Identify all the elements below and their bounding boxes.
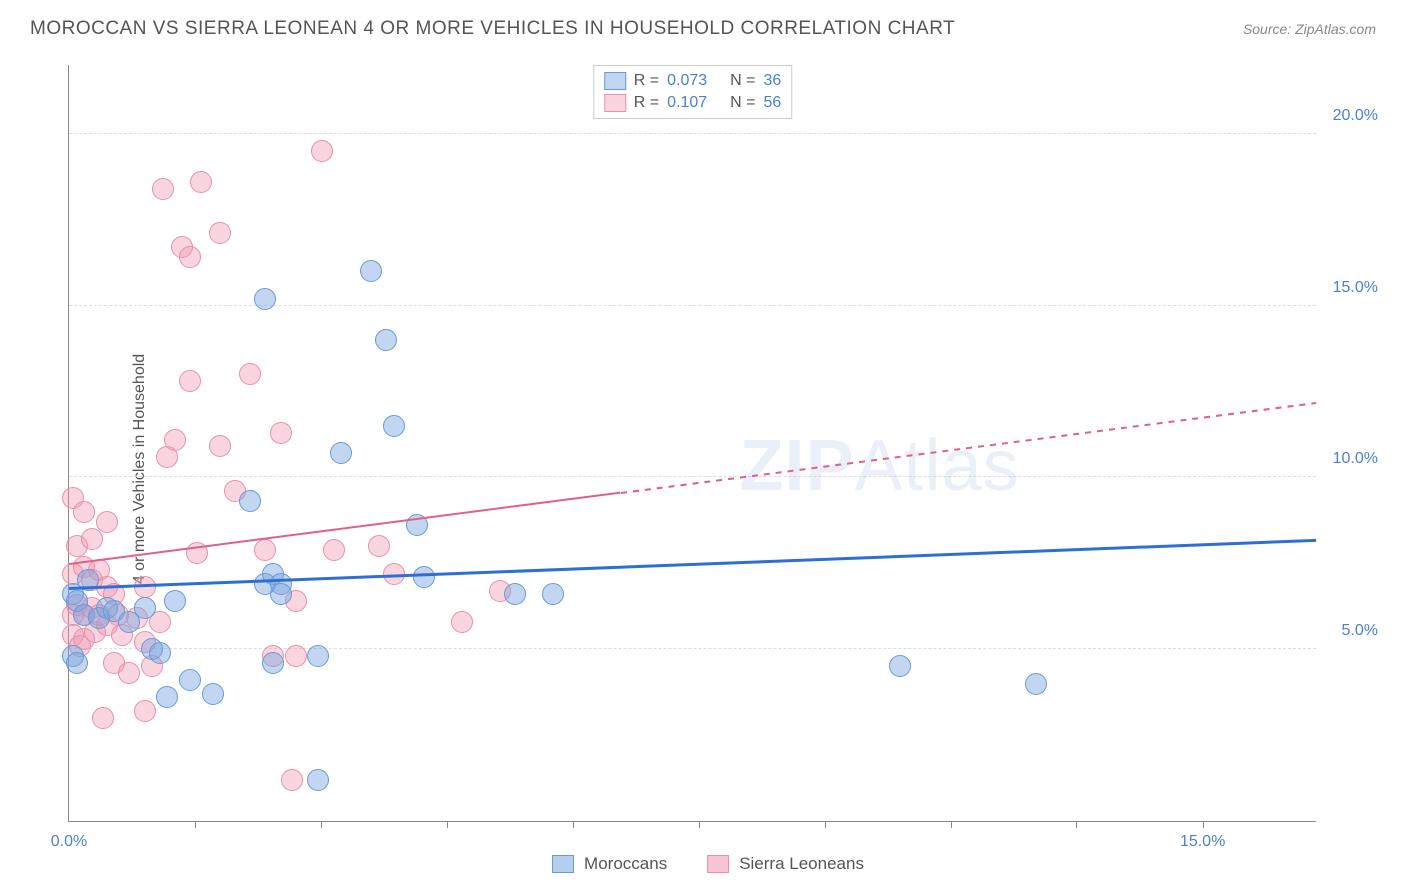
y-tick-label: 15.0% (1333, 279, 1378, 297)
data-point (134, 700, 156, 722)
data-point (66, 652, 88, 674)
x-tick (195, 821, 196, 828)
data-point (202, 683, 224, 705)
x-tick (321, 821, 322, 828)
data-point (270, 422, 292, 444)
data-point (542, 583, 564, 605)
data-point (323, 539, 345, 561)
x-tick-label: 15.0% (1180, 833, 1225, 851)
x-tick (1203, 821, 1204, 828)
chart-source: Source: ZipAtlas.com (1243, 21, 1376, 37)
data-point (209, 435, 231, 457)
data-point (118, 662, 140, 684)
data-point (190, 171, 212, 193)
data-point (149, 642, 171, 664)
legend-stat-row: R = 0.107 N = 56 (604, 92, 781, 114)
chart-header: MOROCCAN VS SIERRA LEONEAN 4 OR MORE VEH… (0, 0, 1406, 48)
stat-n-value: 56 (763, 94, 781, 112)
stat-r-value: 0.073 (667, 72, 722, 90)
data-point (368, 535, 390, 557)
legend-swatch (707, 855, 729, 873)
legend-bottom: Moroccans Sierra Leoneans (552, 854, 864, 874)
data-point (281, 769, 303, 791)
data-point (164, 590, 186, 612)
data-point (375, 329, 397, 351)
chart-title: MOROCCAN VS SIERRA LEONEAN 4 OR MORE VEH… (30, 18, 955, 40)
y-tick-label: 10.0% (1333, 450, 1378, 468)
stat-n-label: N = (730, 72, 755, 90)
data-point (311, 140, 333, 162)
trend-line (621, 402, 1317, 494)
data-point (307, 645, 329, 667)
data-point (134, 597, 156, 619)
legend-swatch (552, 855, 574, 873)
data-point (179, 370, 201, 392)
data-point (164, 429, 186, 451)
data-point (134, 576, 156, 598)
chart-container: 4 or more Vehicles in Household R =0.073… (30, 55, 1386, 882)
data-point (383, 415, 405, 437)
data-point (179, 246, 201, 268)
legend-swatch (604, 72, 626, 90)
x-tick (1076, 821, 1077, 828)
legend-item: Sierra Leoneans (707, 854, 864, 874)
data-point (73, 501, 95, 523)
scatter-plot: R =0.073N =36R =0.107N =56 5.0%10.0%15.0… (68, 65, 1316, 822)
data-point (1025, 673, 1047, 695)
gridline (69, 133, 1316, 134)
data-point (270, 583, 292, 605)
data-point (156, 686, 178, 708)
data-point (413, 566, 435, 588)
trend-line (69, 492, 621, 565)
legend-label: Sierra Leoneans (739, 854, 864, 874)
stat-r-label: R = (634, 72, 659, 90)
data-point (152, 178, 174, 200)
x-tick (699, 821, 700, 828)
data-point (96, 511, 118, 533)
data-point (209, 222, 231, 244)
data-point (92, 707, 114, 729)
data-point (307, 769, 329, 791)
data-point (360, 260, 382, 282)
data-point (504, 583, 526, 605)
y-tick-label: 5.0% (1342, 622, 1378, 640)
legend-label: Moroccans (584, 854, 667, 874)
gridline (69, 476, 1316, 477)
x-tick (825, 821, 826, 828)
legend-stat-row: R = 0.073 N = 36 (604, 70, 781, 92)
data-point (179, 669, 201, 691)
data-point (239, 363, 261, 385)
data-point (451, 611, 473, 633)
data-point (889, 655, 911, 677)
legend-stats: R = 0.073 N = 36 R = 0.107 N = 56 (593, 65, 792, 119)
data-point (285, 645, 307, 667)
stat-r-label: R = (634, 94, 659, 112)
data-point (262, 652, 284, 674)
y-tick-label: 20.0% (1333, 107, 1378, 125)
x-tick-label: 0.0% (51, 833, 87, 851)
x-tick (951, 821, 952, 828)
stat-n-label: N = (730, 94, 755, 112)
x-tick (573, 821, 574, 828)
legend-swatch (604, 94, 626, 112)
x-tick (447, 821, 448, 828)
legend-item: Moroccans (552, 854, 667, 874)
stat-r-value: 0.107 (667, 94, 722, 112)
data-point (239, 490, 261, 512)
data-point (81, 528, 103, 550)
watermark: ZIPAtlas (740, 425, 1020, 507)
data-point (330, 442, 352, 464)
data-point (254, 539, 276, 561)
gridline (69, 648, 1316, 649)
data-point (254, 288, 276, 310)
stat-n-value: 36 (763, 72, 781, 90)
